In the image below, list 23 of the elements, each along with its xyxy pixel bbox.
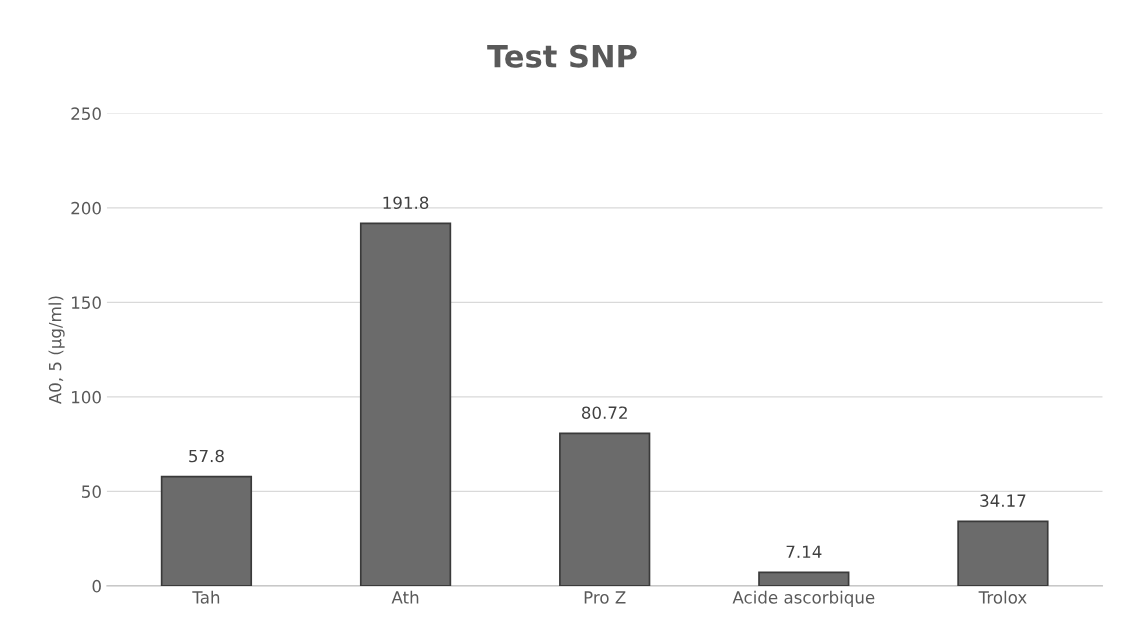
y-tick-label: 50 (82, 485, 101, 498)
x-tick-label: Tah (192, 590, 220, 604)
bar (758, 571, 850, 586)
y-tick-label: 0 (92, 579, 101, 593)
x-tick-label: Pro Z (584, 591, 626, 604)
data-label: 191.8 (383, 196, 429, 210)
data-label: 80.72 (581, 406, 627, 419)
data-label: 34.17 (980, 494, 1026, 507)
bar (957, 520, 1049, 586)
x-tick-label: Trolox (978, 590, 1027, 604)
bar (359, 222, 452, 586)
data-label: 57.8 (189, 449, 224, 463)
x-tick-label: Acide ascorbique (732, 590, 875, 607)
x-tick-label: Ath (391, 590, 419, 604)
y-axis-title: A0, 5 (µg/ml) (48, 296, 65, 405)
chart-title: Test SNP (487, 44, 637, 68)
bar (160, 475, 253, 586)
y-tick-label: 150 (72, 296, 101, 309)
y-tick-label: 100 (72, 390, 101, 404)
y-tick-label: 250 (71, 107, 101, 120)
y-tick-label: 200 (71, 201, 101, 215)
bar (559, 432, 651, 586)
data-label: 7.14 (786, 545, 822, 558)
